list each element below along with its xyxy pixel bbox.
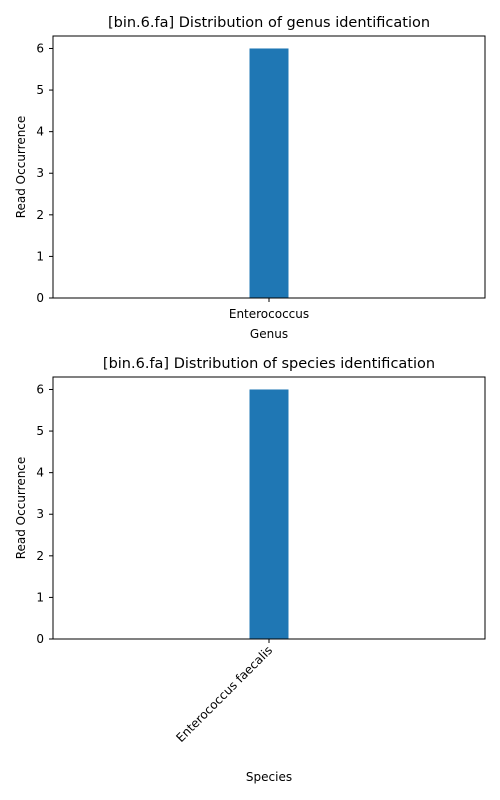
y-tick-label: 3: [36, 166, 44, 180]
y-tick-label: 0: [36, 632, 44, 646]
x-axis-label: Genus: [250, 327, 288, 341]
y-axis-ticks: 0 1 2 3 4 5 6: [36, 382, 53, 646]
y-axis-label: Read Occurrence: [14, 116, 28, 219]
y-tick-label: 3: [36, 507, 44, 521]
x-axis-label: Species: [246, 770, 292, 784]
chart-genus: [bin.6.fa] Distribution of genus identif…: [14, 15, 486, 341]
y-tick-label: 5: [36, 424, 44, 438]
x-axis-ticks: Enterococcus: [229, 298, 309, 321]
y-tick-label: 4: [36, 125, 44, 139]
x-tick-label: Enterococcus faecalis: [173, 643, 275, 745]
chart-title: [bin.6.fa] Distribution of species ident…: [103, 356, 435, 372]
y-tick-label: 4: [36, 466, 44, 480]
y-tick-label: 6: [36, 41, 44, 55]
bars: [249, 389, 289, 639]
chart-title: [bin.6.fa] Distribution of genus identif…: [108, 15, 430, 31]
x-tick-label: Enterococcus: [229, 307, 309, 321]
y-axis-label: Read Occurrence: [14, 457, 28, 560]
y-axis-ticks: 0 1 2 3 4 5 6: [36, 41, 53, 305]
y-tick-label: 1: [36, 590, 44, 604]
y-tick-label: 0: [36, 291, 44, 305]
y-tick-label: 5: [36, 83, 44, 97]
chart-species: [bin.6.fa] Distribution of species ident…: [14, 356, 486, 784]
x-axis-ticks: Enterococcus faecalis: [173, 639, 275, 745]
bars: [249, 48, 289, 298]
y-tick-label: 2: [36, 549, 44, 563]
y-tick-label: 1: [36, 249, 44, 263]
bar: [249, 48, 289, 298]
y-tick-label: 2: [36, 208, 44, 222]
y-tick-label: 6: [36, 382, 44, 396]
bar: [249, 389, 289, 639]
